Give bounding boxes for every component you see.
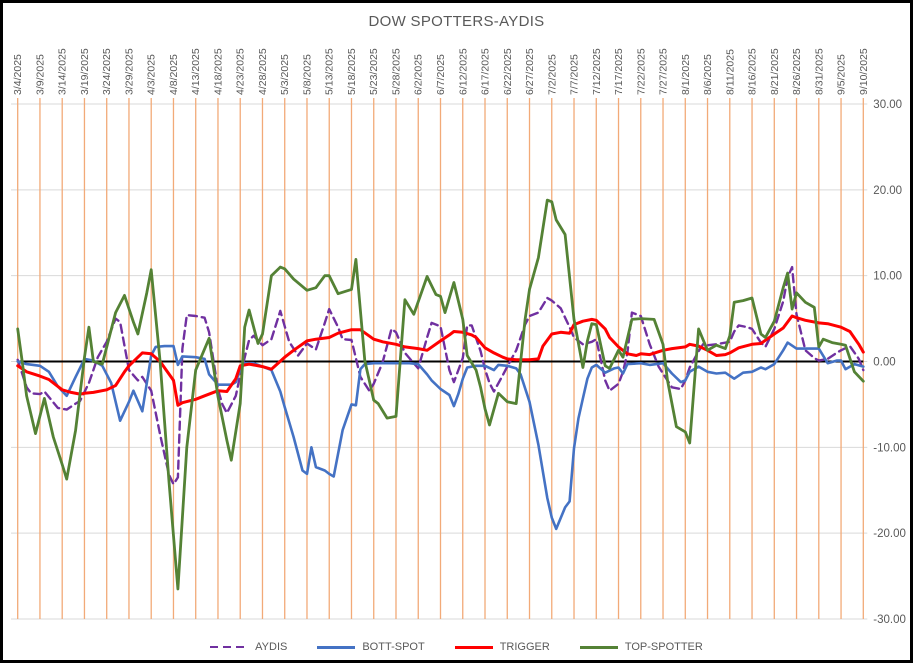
x-tick-label: 5/13/2025 [324,48,336,95]
x-tick-label: 5/8/2025 [301,54,313,95]
y-tick-label: -10.00 [873,442,906,454]
x-tick-label: 4/13/2025 [190,48,202,95]
x-tick-label: 7/12/2025 [591,48,603,95]
x-tick-label: 3/19/2025 [79,48,91,95]
x-tick-label: 5/18/2025 [346,48,358,95]
legend-item-aydis[interactable]: AYDIS [210,641,287,653]
x-tick-label: 9/5/2025 [836,54,848,95]
x-tick-label: 7/17/2025 [613,48,625,95]
x-tick-label: 3/29/2025 [123,48,135,95]
x-tick-label: 6/17/2025 [480,48,492,95]
x-tick-label: 8/11/2025 [724,49,736,95]
legend-label-top-spotter: TOP-SPOTTER [624,641,703,653]
series-line-trigger [16,314,865,407]
y-tick-label: -30.00 [873,614,906,626]
x-tick-label: 7/27/2025 [658,48,670,95]
x-tick-label: 7/2/2025 [546,54,558,95]
x-tick-label: 6/2/2025 [413,54,425,95]
legend-label-trigger: TRIGGER [499,641,550,653]
legend-item-trigger[interactable]: TRIGGER [454,641,550,653]
y-tick-label: 30.00 [873,99,902,111]
x-tick-label: 9/10/2025 [858,48,870,95]
trigger-line-swatch [454,645,493,649]
x-tick-label: 3/24/2025 [101,48,113,95]
x-tick-label: 5/28/2025 [390,48,402,95]
x-tick-label: 8/26/2025 [791,48,803,95]
x-tick-label: 3/14/2025 [57,48,69,95]
x-tick-label: 5/23/2025 [368,48,380,95]
x-tick-label: 6/7/2025 [435,54,447,95]
y-tick-label: 0.00 [873,357,895,369]
x-tick-label: 4/28/2025 [257,48,269,95]
y-tick-label: -20.00 [873,528,906,540]
x-tick-label: 6/27/2025 [524,48,536,95]
x-tick-label: 6/12/2025 [457,48,469,95]
x-tick-label: 4/23/2025 [235,48,247,95]
plot-area: 30.00 20.00 10.00 0.00 -10.00 -20.00 -30.00 3/4… [11,48,906,626]
legend: AYDIS BOTT-SPOT TRIGGER TOP-SPOTTER [3,641,910,653]
legend-item-top-spotter[interactable]: TOP-SPOTTER [579,641,703,653]
top-spotter-line-swatch [579,645,618,649]
bott-spot-line-swatch [317,645,356,649]
x-tick-label: 6/22/2025 [502,48,514,95]
x-tick-label: 8/6/2025 [702,54,714,95]
y-tick-label: 20.00 [873,185,902,197]
x-tick-label: 8/21/2025 [769,48,781,95]
x-tick-label: 8/16/2025 [747,48,759,95]
y-tick-label: 10.00 [873,271,902,283]
x-tick-label: 4/8/2025 [168,54,180,95]
legend-label-bott-spot: BOTT-SPOT [362,641,425,653]
x-tick-label: 8/31/2025 [813,48,825,95]
x-tick-label: 7/7/2025 [569,54,581,95]
x-tick-label: 5/3/2025 [279,54,291,95]
legend-label-aydis: AYDIS [255,641,288,653]
x-tick-label: 4/3/2025 [146,54,158,95]
x-tick-label: 3/9/2025 [34,54,46,95]
x-tick-label: 3/4/2025 [12,54,24,95]
series-line-bott-spot [16,341,865,531]
chart-title: DOW SPOTTERS-AYDIS [368,13,545,30]
x-tick-label: 4/18/2025 [212,48,224,95]
legend-item-bott-spot[interactable]: BOTT-SPOT [317,641,425,653]
x-tick-label: 7/22/2025 [635,48,647,95]
x-tick-label: 8/1/2025 [680,54,692,95]
series-line-top-spotter [16,198,865,591]
aydis-line-swatch [210,646,249,648]
